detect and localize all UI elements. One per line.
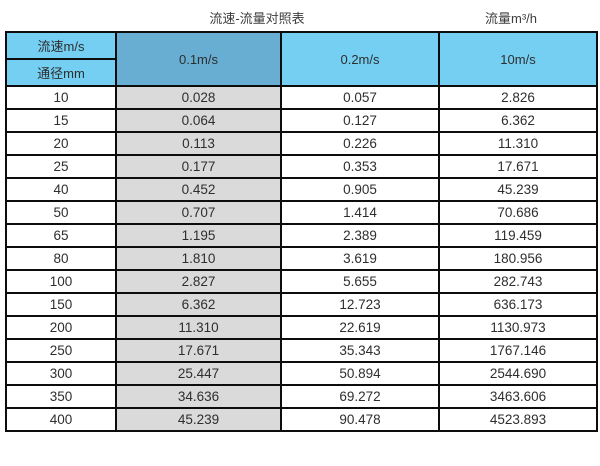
diameter-cell: 25 bbox=[5, 154, 117, 179]
value-cell-0-1ms: 0.113 bbox=[115, 131, 282, 156]
value-cell-10ms: 6.362 bbox=[438, 108, 598, 133]
value-cell-0-1ms: 1.810 bbox=[115, 246, 282, 271]
value-cell-0-1ms: 0.028 bbox=[115, 85, 282, 110]
table-row: 400 45.239 90.478 4523.893 bbox=[5, 407, 598, 432]
value-cell-0-2ms: 0.353 bbox=[280, 154, 440, 179]
value-cell-0-1ms: 45.239 bbox=[115, 407, 282, 432]
value-cell-0-1ms: 0.177 bbox=[115, 154, 282, 179]
table-row: 300 25.447 50.894 2544.690 bbox=[5, 361, 598, 386]
flow-unit-title: 流量m³/h bbox=[484, 11, 538, 26]
flow-rate-table: 流速m/s 0.1m/s 0.2m/s 10m/s 通径mm 10 0.028 0.… bbox=[5, 31, 598, 432]
table-row: 350 34.636 69.272 3463.606 bbox=[5, 384, 598, 409]
value-cell-10ms: 1130.973 bbox=[438, 315, 598, 340]
header-row-velocity: 流速m/s 0.1m/s 0.2m/s 10m/s bbox=[5, 31, 598, 87]
table-row: 200 11.310 22.619 1130.973 bbox=[5, 315, 598, 340]
diameter-cell: 10 bbox=[5, 85, 117, 110]
diameter-cell: 15 bbox=[5, 108, 117, 133]
value-cell-0-1ms: 17.671 bbox=[115, 338, 282, 363]
value-cell-10ms: 3463.606 bbox=[438, 384, 598, 409]
value-cell-0-1ms: 0.064 bbox=[115, 108, 282, 133]
value-cell-10ms: 119.459 bbox=[438, 223, 598, 248]
value-cell-0-2ms: 5.655 bbox=[280, 269, 440, 294]
diameter-cell: 40 bbox=[5, 177, 117, 202]
value-cell-10ms: 4523.893 bbox=[438, 407, 598, 432]
value-cell-0-1ms: 11.310 bbox=[115, 315, 282, 340]
column-header-0-1ms: 0.1m/s bbox=[115, 31, 282, 87]
diameter-cell: 150 bbox=[5, 292, 117, 317]
table-body: 10 0.028 0.057 2.826 15 0.064 0.127 6.362 20 0.11… bbox=[5, 85, 598, 432]
value-cell-0-2ms: 0.905 bbox=[280, 177, 440, 202]
diameter-cell: 200 bbox=[5, 315, 117, 340]
diameter-cell: 250 bbox=[5, 338, 117, 363]
corner-cell-velocity-label: 流速m/s bbox=[5, 31, 117, 60]
value-cell-0-2ms: 50.894 bbox=[280, 361, 440, 386]
value-cell-10ms: 282.743 bbox=[438, 269, 598, 294]
table-row: 150 6.362 12.723 636.173 bbox=[5, 292, 598, 317]
value-cell-10ms: 11.310 bbox=[438, 131, 598, 156]
value-cell-0-2ms: 35.343 bbox=[280, 338, 440, 363]
diameter-cell: 300 bbox=[5, 361, 117, 386]
value-cell-0-2ms: 12.723 bbox=[280, 292, 440, 317]
table-title: 流速-流量对照表 bbox=[209, 11, 305, 26]
value-cell-0-2ms: 3.619 bbox=[280, 246, 440, 271]
diameter-cell: 50 bbox=[5, 200, 117, 225]
column-header-0-2ms: 0.2m/s bbox=[280, 31, 440, 87]
value-cell-0-1ms: 1.195 bbox=[115, 223, 282, 248]
table-row: 25 0.177 0.353 17.671 bbox=[5, 154, 598, 179]
diameter-cell: 350 bbox=[5, 384, 117, 409]
value-cell-10ms: 70.686 bbox=[438, 200, 598, 225]
value-cell-0-1ms: 6.362 bbox=[115, 292, 282, 317]
value-cell-10ms: 636.173 bbox=[438, 292, 598, 317]
value-cell-0-2ms: 69.272 bbox=[280, 384, 440, 409]
diameter-cell: 100 bbox=[5, 269, 117, 294]
column-header-10ms: 10m/s bbox=[438, 31, 598, 87]
table-row: 10 0.028 0.057 2.826 bbox=[5, 85, 598, 110]
value-cell-0-1ms: 25.447 bbox=[115, 361, 282, 386]
corner-cell-diameter-label: 通径mm bbox=[5, 58, 117, 87]
diameter-cell: 80 bbox=[5, 246, 117, 271]
value-cell-10ms: 1767.146 bbox=[438, 338, 598, 363]
value-cell-0-2ms: 22.619 bbox=[280, 315, 440, 340]
table-row: 80 1.810 3.619 180.956 bbox=[5, 246, 598, 271]
value-cell-0-2ms: 90.478 bbox=[280, 407, 440, 432]
titles-bar: 流速-流量对照表 流量m³/h bbox=[0, 0, 600, 31]
value-cell-0-2ms: 0.226 bbox=[280, 131, 440, 156]
value-cell-10ms: 2.826 bbox=[438, 85, 598, 110]
value-cell-0-1ms: 2.827 bbox=[115, 269, 282, 294]
value-cell-0-1ms: 0.452 bbox=[115, 177, 282, 202]
value-cell-0-1ms: 0.707 bbox=[115, 200, 282, 225]
diameter-cell: 400 bbox=[5, 407, 117, 432]
table-row: 65 1.195 2.389 119.459 bbox=[5, 223, 598, 248]
value-cell-0-2ms: 1.414 bbox=[280, 200, 440, 225]
value-cell-10ms: 45.239 bbox=[438, 177, 598, 202]
value-cell-10ms: 17.671 bbox=[438, 154, 598, 179]
value-cell-0-2ms: 0.057 bbox=[280, 85, 440, 110]
table-header: 流速m/s 0.1m/s 0.2m/s 10m/s 通径mm bbox=[5, 31, 598, 87]
table-row: 40 0.452 0.905 45.239 bbox=[5, 177, 598, 202]
diameter-cell: 65 bbox=[5, 223, 117, 248]
value-cell-0-2ms: 0.127 bbox=[280, 108, 440, 133]
value-cell-10ms: 2544.690 bbox=[438, 361, 598, 386]
value-cell-10ms: 180.956 bbox=[438, 246, 598, 271]
value-cell-0-1ms: 34.636 bbox=[115, 384, 282, 409]
value-cell-0-2ms: 2.389 bbox=[280, 223, 440, 248]
table-row: 50 0.707 1.414 70.686 bbox=[5, 200, 598, 225]
table-row: 100 2.827 5.655 282.743 bbox=[5, 269, 598, 294]
table-row: 15 0.064 0.127 6.362 bbox=[5, 108, 598, 133]
table-row: 250 17.671 35.343 1767.146 bbox=[5, 338, 598, 363]
diameter-cell: 20 bbox=[5, 131, 117, 156]
header-row-diameter: 通径mm bbox=[5, 58, 597, 87]
table-row: 20 0.113 0.226 11.310 bbox=[5, 131, 598, 156]
